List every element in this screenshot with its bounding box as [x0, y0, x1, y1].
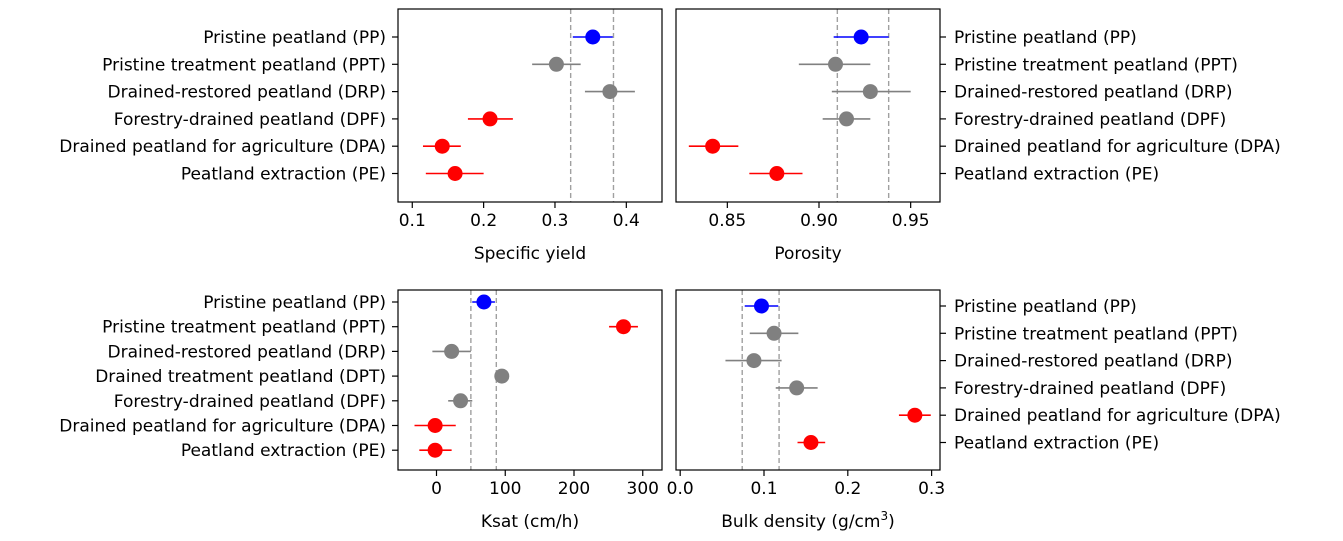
data-point	[548, 56, 564, 72]
category-label: Drained peatland for agriculture (DPA)	[954, 137, 1281, 157]
category-label: Peatland extraction (PE)	[954, 434, 1159, 454]
data-point	[602, 84, 618, 100]
category-label: Drained-restored peatland (DRP)	[107, 83, 386, 103]
category-label: Drained-restored peatland (DRP)	[107, 342, 386, 362]
data-point	[746, 353, 762, 369]
x-axis-label: Specific yield	[474, 244, 586, 264]
data-point	[853, 29, 869, 45]
category-label: Forestry-drained peatland (DPF)	[954, 379, 1226, 399]
data-point	[907, 407, 923, 423]
category-label: Pristine treatment peatland (PPT)	[102, 55, 386, 75]
category-label: Drained-restored peatland (DRP)	[954, 352, 1233, 372]
category-label: Forestry-drained peatland (DPF)	[114, 110, 386, 130]
x-axis-label: Ksat (cm/h)	[481, 512, 579, 532]
category-label: Pristine treatment peatland (PPT)	[102, 318, 386, 338]
category-label: Pristine peatland (PP)	[954, 297, 1137, 317]
data-point	[427, 418, 443, 433]
data-point	[444, 343, 460, 359]
x-tick-label: 0.2	[470, 211, 497, 231]
x-tick-label: 0.3	[918, 479, 945, 499]
x-tick-label: 0	[431, 479, 442, 499]
plot-frame	[675, 8, 941, 203]
category-label: Drained treatment peatland (DPT)	[95, 367, 386, 387]
category-label: Peatland extraction (PE)	[954, 165, 1159, 185]
data-point	[482, 111, 498, 127]
data-point	[616, 319, 631, 335]
category-label: Forestry-drained peatland (DPF)	[114, 392, 386, 412]
data-point	[753, 298, 769, 314]
plot-frame	[397, 289, 663, 471]
data-point	[434, 138, 450, 154]
category-label: Peatland extraction (PE)	[181, 165, 386, 185]
x-tick-label: 200	[558, 479, 590, 499]
panel-density: 0.0 0.1 0.2 0.3 Bulk density (g/cm3) Pristine…	[667, 289, 1281, 532]
x-tick-label: 0.0	[667, 479, 694, 499]
data-point	[476, 294, 492, 310]
data-point	[766, 325, 782, 341]
data-point	[828, 56, 843, 72]
category-label: Drained peatland for agriculture (DPA)	[59, 417, 386, 437]
panel-yield: 0.1 0.2 0.3 0.4 Specific yield Pristine peatl…	[59, 8, 663, 264]
data-point	[769, 166, 785, 181]
data-point	[494, 368, 510, 384]
category-label: Peatland extraction (PE)	[181, 441, 386, 461]
x-tick-label: 0.95	[892, 211, 930, 231]
x-tick-label: 100	[489, 479, 521, 499]
panel-ksat: 0 100 200 300 Ksat (cm/h) Pristine peatland (…	[59, 289, 663, 532]
data-point	[447, 166, 463, 181]
x-tick-label: 0.4	[613, 211, 640, 231]
data-point	[705, 138, 721, 154]
category-label: Drained-restored peatland (DRP)	[954, 83, 1233, 103]
data-point	[789, 380, 805, 396]
category-label: Drained peatland for agriculture (DPA)	[59, 137, 386, 157]
x-tick-label: 0.1	[750, 479, 777, 499]
plot-frame	[675, 289, 941, 471]
data-point	[585, 29, 601, 45]
category-label: Pristine treatment peatland (PPT)	[954, 55, 1238, 75]
data-point	[427, 442, 443, 458]
data-point	[862, 84, 878, 100]
data-point	[453, 393, 469, 409]
category-label: Pristine treatment peatland (PPT)	[954, 324, 1238, 344]
category-label: Forestry-drained peatland (DPF)	[954, 110, 1226, 130]
data-point	[839, 111, 854, 127]
x-tick-label: 0.85	[708, 211, 746, 231]
x-tick-label: 0.1	[399, 211, 426, 231]
category-label: Drained peatland for agriculture (DPA)	[954, 406, 1281, 426]
data-point	[803, 435, 819, 450]
x-tick-label: 300	[627, 479, 659, 499]
category-label: Pristine peatland (PP)	[203, 28, 386, 48]
x-tick-label: 0.3	[541, 211, 568, 231]
category-label: Pristine peatland (PP)	[954, 28, 1137, 48]
x-tick-label: 0.90	[800, 211, 838, 231]
category-label: Pristine peatland (PP)	[203, 293, 386, 313]
x-axis-label: Porosity	[774, 244, 841, 264]
plot-frame	[397, 8, 663, 203]
panel-porosity: 0.85 0.90 0.95 Porosity Pristine peatland (P…	[675, 8, 1281, 264]
x-tick-label: 0.2	[834, 479, 861, 499]
x-axis-label: Bulk density (g/cm3)	[721, 509, 894, 532]
